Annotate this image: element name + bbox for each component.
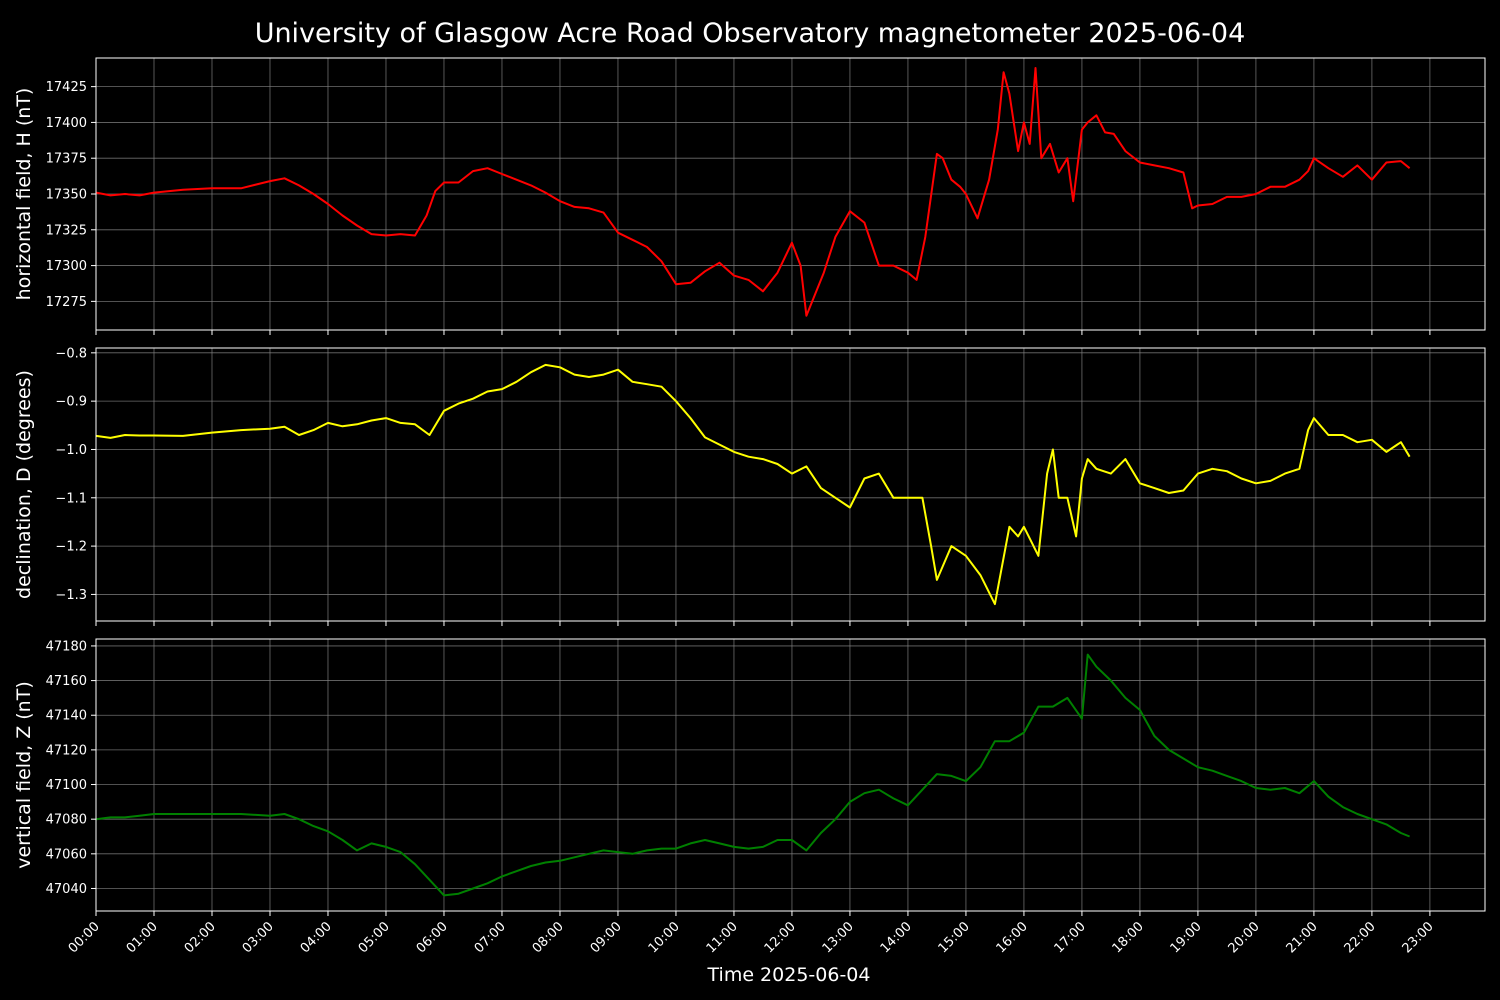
y-axis-label: vertical field, Z (nT) [13,681,35,869]
panel-D: −1.3 −1.2 −1.1 −1.0 −0.9 −0.8 declination, D (… [13,346,1486,626]
plot-frame [95,57,1486,331]
y-tick-label: −0.8 [55,346,87,361]
y-tick-label: 17275 [46,295,87,310]
y-tick-label: −1.1 [55,491,87,506]
panel-Z: 47040 47060 47080 47100 47120 47140 47160 47180… [13,638,1486,916]
series-line-H [95,67,1411,317]
y-tick-label: 47080 [46,813,87,828]
y-tick-label: 47160 [46,674,87,689]
panel-H: 17275 17300 17325 17350 17375 17400 17425 horiz… [13,57,1486,335]
y-tick-label: −1.2 [55,540,87,555]
y-tick-label: −1.0 [55,443,87,458]
y-tick-label: −1.3 [55,588,87,603]
y-tick-label: 47060 [46,847,87,862]
y-tick-label: 17400 [46,116,87,131]
series-line-Z [95,653,1410,897]
y-tick-label: 47100 [46,778,87,793]
y-axis-label: horizontal field, H (nT) [13,88,35,301]
y-tick-label: 47140 [46,709,87,724]
y-tick-label: 47040 [46,882,87,897]
y-tick-label: −0.9 [55,395,87,410]
x-axis-label: Time 2025-06-04 [707,964,871,986]
y-tick-label: 17425 [46,80,87,95]
y-tick-label: 47180 [46,639,87,654]
y-tick-label: 17325 [46,223,87,238]
chart-title: University of Glasgow Acre Road Observat… [255,18,1246,49]
series-line-D [95,363,1411,606]
plot-frame [95,638,1486,912]
y-tick-label: 17375 [46,152,87,167]
plot-frame [95,347,1486,622]
y-tick-label: 17300 [46,259,87,274]
y-tick-label: 47120 [46,743,87,758]
y-tick-label: 17350 [46,188,87,203]
y-axis-label: declination, D (degrees) [13,370,35,599]
